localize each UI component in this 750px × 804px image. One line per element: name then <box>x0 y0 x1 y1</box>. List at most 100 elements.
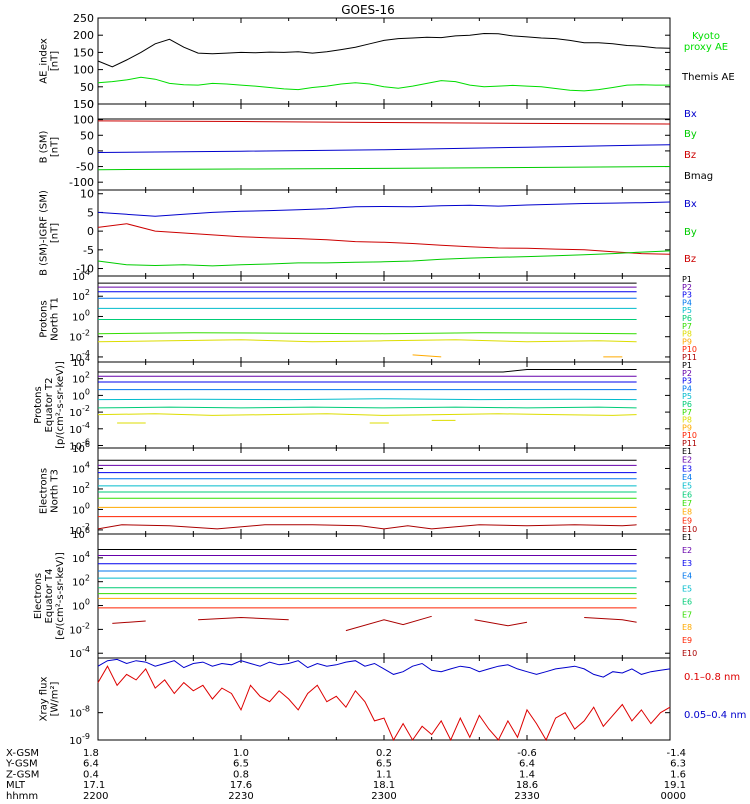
ephemeris-value: 0000 <box>661 791 686 800</box>
legend-entry: E4 <box>682 473 692 482</box>
y-tick-label: 250 <box>73 12 94 25</box>
y-tick-label: 100 <box>72 501 90 516</box>
legend-entry: P4 <box>682 384 692 393</box>
ephemeris-value: 1.4 <box>519 769 535 780</box>
y-axis-label: Protons <box>33 386 44 423</box>
ephemeris-value: 1.0 <box>233 748 249 759</box>
legend-entry: P8 <box>682 330 692 339</box>
ephemeris-value: 6.4 <box>83 759 99 770</box>
legend-entry: P4 <box>682 298 692 307</box>
y-axis-label: Protons <box>39 300 50 337</box>
legend-entry: E9 <box>682 636 692 645</box>
y-axis-label: Equator T4 <box>44 569 55 624</box>
panel-frame <box>97 657 671 741</box>
series-line-p1 <box>98 369 637 373</box>
y-tick-label: 102 <box>72 574 90 589</box>
series-line-p8 <box>97 339 637 343</box>
legend-entry: P10 <box>682 431 697 440</box>
panel-electrons-t4: 10-4 10-2 100 102 104 106 Electrons Equator T4[… <box>33 526 697 660</box>
y-axis-label: Equator T2 <box>44 378 55 433</box>
series-line-bz <box>97 223 671 255</box>
ephemeris-value: 0.4 <box>83 769 99 780</box>
y-tick-label: 0 <box>87 145 94 158</box>
legend-entry: P7 <box>682 408 692 417</box>
ephemeris-table: X-GSM 1.8 1.0 0.2 -0.6 -1.4 Y-GSM 6.4 6.5 6.5 6.4 6… <box>5 748 686 804</box>
ephemeris-value: 6.4 <box>519 759 535 770</box>
legend-entry: By <box>684 227 697 238</box>
ephemeris-value: 2300 <box>371 791 396 800</box>
ephemeris-value: 6.5 <box>376 759 392 770</box>
legend-entry: E2 <box>682 546 692 555</box>
y-tick-label: 10-4 <box>69 645 90 660</box>
legend-entry: E2 <box>682 456 692 465</box>
y-tick-label: 10-2 <box>69 404 90 419</box>
legend-entry: P1 <box>682 361 692 370</box>
series-line-p5 <box>97 398 637 401</box>
series-line-p6 <box>97 406 637 409</box>
y-tick-label: 102 <box>72 288 90 303</box>
series-line-p7 <box>97 332 637 335</box>
y-tick-label: 5 <box>87 206 94 219</box>
legend-entry: Kyoto <box>692 31 720 42</box>
y-tick-label: 102 <box>72 481 90 496</box>
panel-bsm-igrf: -10 -5 0 5 10 B (SM)-IGRF (SM) [nT] Bx By Bz <box>39 188 697 277</box>
y-tick-label: 10-4 <box>69 421 90 436</box>
y-axis-label: [p/(cm²-s-sr-keV)] <box>55 361 66 449</box>
legend-entry: P1 <box>682 275 692 284</box>
legend-entry: E1 <box>682 533 692 542</box>
legend-entry: P8 <box>682 416 692 425</box>
legend-entry: E6 <box>682 597 692 606</box>
y-axis-label: B (SM) <box>39 130 50 163</box>
ephemeris-value: 6.3 <box>670 759 686 770</box>
y-axis-label: North T3 <box>50 469 61 513</box>
y-tick-label: -50 <box>76 161 94 174</box>
series-line-0.05-0.4-nm <box>97 658 671 678</box>
legend-entry: P9 <box>682 423 692 432</box>
series-line-e10 <box>97 524 637 530</box>
panel-xray: 10-9 10-8 Xray flux [W/m²] 0.1–0.8 nm 0.05–0.… <box>39 657 746 747</box>
legend-entry: P5 <box>682 306 692 315</box>
panel-bsm: -100 -50 0 50 100 150 B (SM) [nT] Bx By Bz Bmag <box>39 98 713 191</box>
ephemeris-value: 6.5 <box>233 759 249 770</box>
ephemeris-value: 0.2 <box>376 748 392 759</box>
legend-entry: E6 <box>682 490 692 499</box>
legend-entry: 0.1–0.8 nm <box>684 672 740 683</box>
ephemeris-value: 1.8 <box>83 748 99 759</box>
ephemeris-value: 17.1 <box>83 780 105 791</box>
series-line-bz <box>97 120 671 125</box>
legend-entry: E9 <box>682 516 692 525</box>
legend-entry: E7 <box>682 610 692 619</box>
y-tick-label: 100 <box>73 114 94 127</box>
y-tick-label: 106 <box>72 526 90 541</box>
legend-entry: P2 <box>682 369 692 378</box>
legend-entry: Bz <box>684 254 696 265</box>
panel-frame <box>97 103 671 191</box>
series-line-bx <box>97 144 671 153</box>
y-tick-label: 10-9 <box>69 732 90 747</box>
y-tick-label: 50 <box>80 81 94 94</box>
y-tick-label: 100 <box>72 387 90 402</box>
series-line-bx <box>97 201 671 217</box>
y-tick-label: -5 <box>83 244 94 257</box>
series-line-p9 <box>412 354 442 358</box>
y-tick-label: 100 <box>73 64 94 77</box>
y-tick-label: 100 <box>72 308 90 323</box>
ephemeris-value: -1.4 <box>666 748 686 759</box>
legend-entry: Bmag <box>684 171 713 182</box>
legend-entry: E1 <box>682 447 692 456</box>
y-axis-label: Xray flux <box>39 677 50 722</box>
legend-entry: Bx <box>684 199 697 210</box>
y-tick-label: 10-4 <box>69 349 90 364</box>
legend-entry: 0.05–0.4 nm <box>684 710 746 721</box>
y-tick-label: 10-2 <box>69 522 90 537</box>
y-tick-label: 104 <box>72 354 90 369</box>
y-tick-label: 0 <box>87 225 94 238</box>
legend-entry: E7 <box>682 499 692 508</box>
y-axis-label: [W/m²] <box>50 681 61 716</box>
ephemeris-value: 0.8 <box>233 769 249 780</box>
panel-frame <box>97 447 671 535</box>
